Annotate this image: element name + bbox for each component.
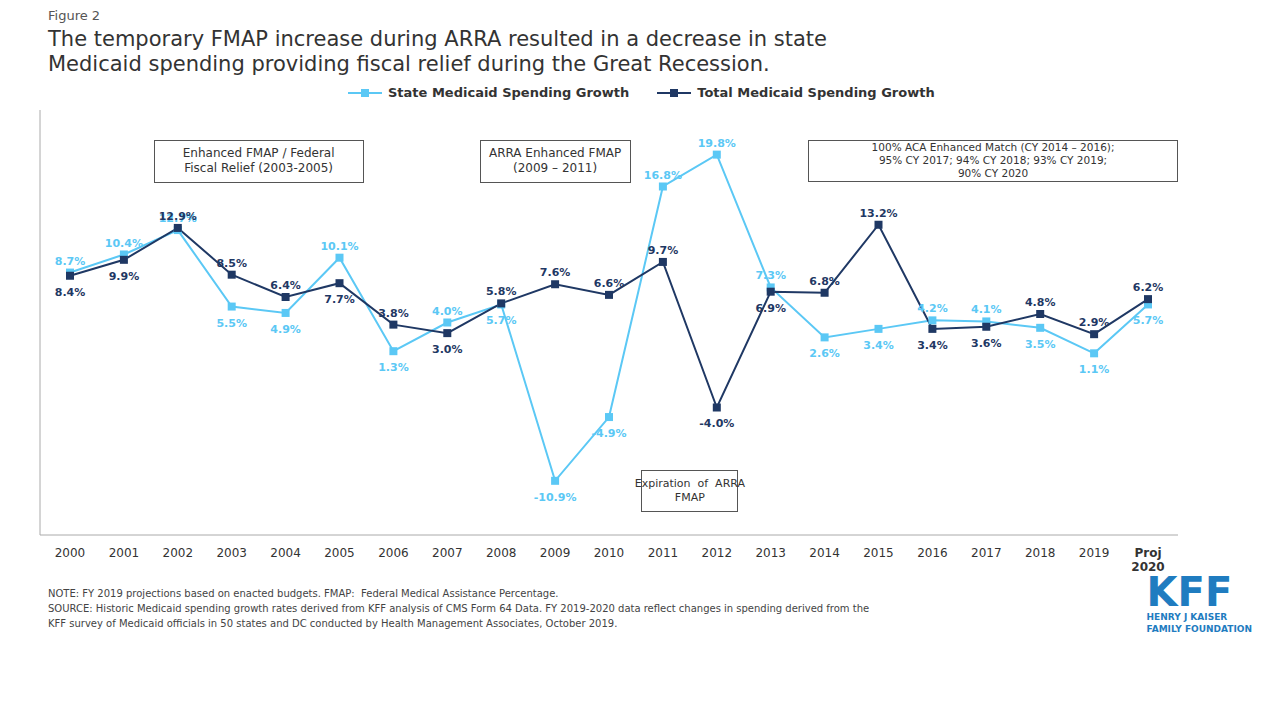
svg-text:2012: 2012 xyxy=(702,546,733,560)
svg-text:10.1%: 10.1% xyxy=(320,240,358,253)
svg-text:2017: 2017 xyxy=(971,546,1002,560)
svg-text:7.6%: 7.6% xyxy=(540,267,571,280)
svg-text:2015: 2015 xyxy=(863,546,894,560)
svg-text:10.4%: 10.4% xyxy=(105,237,143,250)
svg-text:3.4%: 3.4% xyxy=(863,339,894,352)
svg-text:2006: 2006 xyxy=(378,546,409,560)
svg-text:2002: 2002 xyxy=(163,546,194,560)
svg-text:2019: 2019 xyxy=(1079,546,1110,560)
html-text:Figure 2: Figure 2 xyxy=(48,8,101,23)
svg-text:6.6%: 6.6% xyxy=(594,277,625,290)
svg-text:12.9%: 12.9% xyxy=(159,210,197,223)
svg-text:Proj2020: Proj2020 xyxy=(1131,546,1164,574)
svg-text:2010: 2010 xyxy=(594,546,625,560)
svg-text:2011: 2011 xyxy=(648,546,679,560)
svg-text:2.9%: 2.9% xyxy=(1079,317,1110,330)
html-text:SOURCE: Historic Medicaid spen: SOURCE: Historic Medicaid spending growt… xyxy=(48,603,870,615)
svg-text:19.8%: 19.8% xyxy=(698,137,736,150)
svg-text:2013: 2013 xyxy=(755,546,786,560)
svg-text:2009: 2009 xyxy=(540,546,571,560)
svg-text:2014: 2014 xyxy=(809,546,840,560)
svg-text:13.2%: 13.2% xyxy=(859,207,897,220)
svg-text:3.5%: 3.5% xyxy=(1025,338,1056,351)
svg-text:2007: 2007 xyxy=(432,546,463,560)
html-text:KFF survey of Medicaid officia: KFF survey of Medicaid officials in 50 s… xyxy=(48,618,618,630)
html-text:The temporary FMAP increase du: The temporary FMAP increase during ARRA … xyxy=(48,27,827,77)
svg-text:6.4%: 6.4% xyxy=(270,279,301,292)
svg-text:3.6%: 3.6% xyxy=(971,337,1002,350)
html-text:Total Medicaid Spending Growth: Total Medicaid Spending Growth xyxy=(697,85,935,101)
html-text:Expiration of ARRA FMAP: Expiration of ARRA FMAP xyxy=(634,477,745,504)
svg-text:7.7%: 7.7% xyxy=(324,294,355,307)
svg-text:2018: 2018 xyxy=(1025,546,1056,560)
html-text:HENRY J KAISER FAMILY FOUNDATI: HENRY J KAISER FAMILY FOUNDATION xyxy=(1146,612,1252,635)
html-text:ARRA Enhanced FMAP (2009 – 201: ARRA Enhanced FMAP (2009 – 2011) xyxy=(488,146,622,176)
svg-text:2008: 2008 xyxy=(486,546,517,560)
html-text:NOTE: FY 2019 projections base: NOTE: FY 2019 projections based on enact… xyxy=(48,588,559,600)
html-text:100% ACA Enhanced Match (CY 20: 100% ACA Enhanced Match (CY 2014 – 2016)… xyxy=(871,141,1115,180)
svg-text:1.3%: 1.3% xyxy=(378,362,409,375)
svg-text:5.7%: 5.7% xyxy=(1133,315,1164,328)
html-text:KFF: KFF xyxy=(1146,569,1233,616)
svg-text:2016: 2016 xyxy=(917,546,948,560)
svg-text:1.1%: 1.1% xyxy=(1079,364,1110,377)
svg-text:4.1%: 4.1% xyxy=(971,304,1002,317)
svg-text:5.7%: 5.7% xyxy=(486,315,517,328)
html-text:Enhanced FMAP / Federal Fiscal: Enhanced FMAP / Federal Fiscal Relief (2… xyxy=(182,146,335,176)
svg-text:6.2%: 6.2% xyxy=(1133,282,1164,295)
svg-text:16.8%: 16.8% xyxy=(644,169,682,182)
svg-text:2003: 2003 xyxy=(216,546,247,560)
svg-text:7.3%: 7.3% xyxy=(755,270,786,283)
svg-text:2000: 2000 xyxy=(55,546,86,560)
svg-text:3.4%: 3.4% xyxy=(917,339,948,352)
svg-text:3.0%: 3.0% xyxy=(432,343,463,356)
svg-text:-4.0%: -4.0% xyxy=(699,418,734,431)
svg-text:6.8%: 6.8% xyxy=(809,275,840,288)
svg-text:6.9%: 6.9% xyxy=(755,302,786,315)
svg-text:9.7%: 9.7% xyxy=(648,244,679,257)
svg-text:3.8%: 3.8% xyxy=(378,307,409,320)
svg-text:8.5%: 8.5% xyxy=(216,257,247,270)
svg-text:5.5%: 5.5% xyxy=(216,317,247,330)
svg-text:9.9%: 9.9% xyxy=(109,270,140,283)
svg-text:4.0%: 4.0% xyxy=(432,305,463,318)
svg-text:5.8%: 5.8% xyxy=(486,286,517,299)
svg-text:8.4%: 8.4% xyxy=(55,286,86,299)
svg-text:2005: 2005 xyxy=(324,546,355,560)
svg-text:4.2%: 4.2% xyxy=(917,303,948,316)
svg-text:2001: 2001 xyxy=(109,546,140,560)
html-text:State Medicaid Spending Growth: State Medicaid Spending Growth xyxy=(388,85,630,101)
svg-text:-4.9%: -4.9% xyxy=(591,427,626,440)
svg-text:2.6%: 2.6% xyxy=(809,348,840,361)
svg-text:4.9%: 4.9% xyxy=(270,323,301,336)
svg-text:4.8%: 4.8% xyxy=(1025,296,1056,309)
svg-text:2004: 2004 xyxy=(270,546,301,560)
svg-text:-10.9%: -10.9% xyxy=(534,491,577,504)
svg-text:8.7%: 8.7% xyxy=(55,255,86,268)
